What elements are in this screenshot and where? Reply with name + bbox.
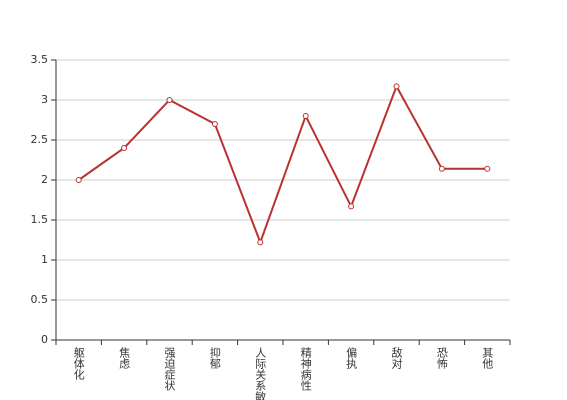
- point: [348, 203, 355, 210]
- y-tick-label: 3.5: [31, 53, 49, 66]
- x-tick-label: 精神病性: [299, 347, 312, 392]
- x-tick-label: 其他: [481, 347, 494, 369]
- y-tick-label: 0.5: [31, 293, 49, 306]
- point: [211, 121, 218, 127]
- point: [75, 177, 82, 183]
- y-tick-label: 1.5: [31, 213, 49, 226]
- y-tick-label: 2.5: [31, 133, 49, 146]
- point: [484, 165, 491, 172]
- y-tick-label: 3: [41, 93, 48, 106]
- point: [257, 239, 264, 246]
- y-tick-label: 2: [41, 173, 48, 186]
- x-tick-label: 抑郁: [208, 346, 221, 369]
- x-tick-label: 偏执: [345, 346, 358, 370]
- x-tick-label: 人际关系敏感: [254, 347, 267, 400]
- point: [121, 145, 128, 151]
- x-tick-label: 躯体化: [72, 347, 85, 381]
- point: [438, 165, 445, 172]
- x-tick-label: 强迫症状: [163, 347, 176, 391]
- point: [302, 113, 309, 119]
- x-tick-label: 焦虑: [118, 347, 131, 369]
- y-tick-label: 0: [41, 333, 48, 346]
- point: [166, 97, 173, 103]
- x-tick-label: 恐怖: [435, 347, 448, 369]
- x-tick-label: 敌对: [390, 346, 403, 369]
- line: [78, 84, 488, 246]
- y-tick-label: 1: [41, 253, 48, 266]
- point: [393, 83, 400, 90]
